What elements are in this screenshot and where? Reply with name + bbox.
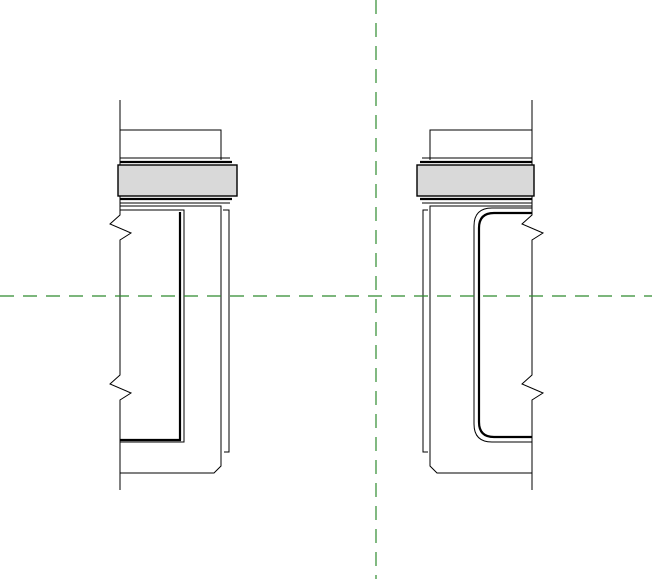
right-frame-outline (429, 205, 532, 474)
right-wall-edge (521, 100, 545, 490)
right-gray-band (416, 164, 535, 197)
right-frame-section[interactable] (416, 100, 545, 490)
right-inner-stop (422, 209, 428, 453)
left-inner-stop (223, 209, 230, 453)
left-top-cap (120, 129, 222, 160)
right-panel-channel-outer (473, 207, 532, 443)
left-wall-edge (109, 100, 133, 490)
left-gray-band (117, 164, 238, 197)
left-panel-channel (120, 209, 185, 443)
left-frame-section[interactable] (109, 100, 238, 490)
right-top-cap (429, 129, 532, 160)
right-panel-channel-inner (477, 211, 532, 439)
left-frame-outline (120, 205, 222, 474)
